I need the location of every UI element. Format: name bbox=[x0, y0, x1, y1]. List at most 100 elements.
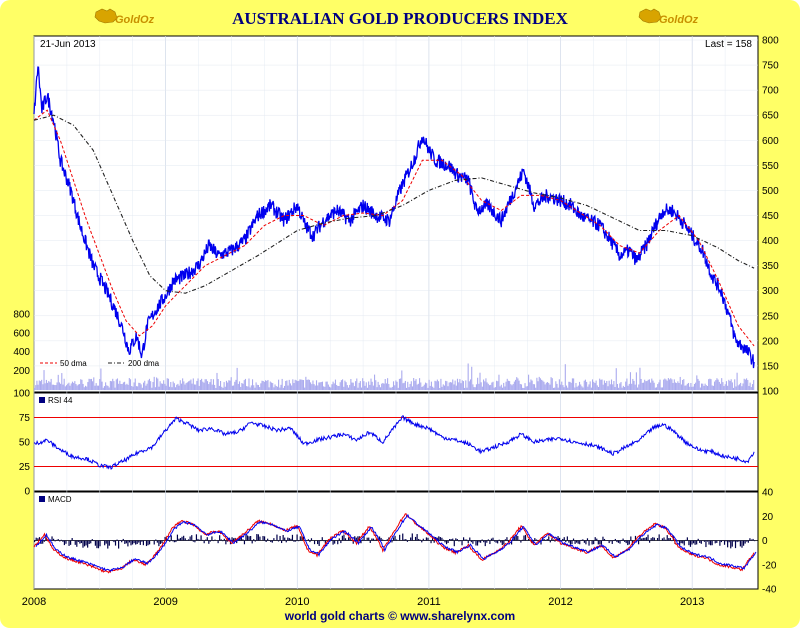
volume-bar bbox=[54, 385, 56, 390]
macd-histogram-bar bbox=[378, 536, 381, 541]
macd-tick-label: 40 bbox=[762, 488, 774, 499]
volume-bar bbox=[344, 380, 346, 390]
macd-histogram-bar bbox=[347, 537, 350, 541]
volume-bar bbox=[302, 380, 305, 390]
price-tick-label: 400 bbox=[762, 236, 779, 247]
macd-histogram-bar bbox=[96, 540, 98, 549]
volume-bar bbox=[99, 379, 101, 390]
volume-bar bbox=[478, 383, 480, 390]
macd-histogram-bar bbox=[164, 536, 166, 541]
macd-histogram-bar bbox=[192, 540, 194, 542]
volume-bar bbox=[107, 385, 109, 390]
volume-bar bbox=[512, 383, 514, 390]
volume-bar bbox=[247, 386, 249, 390]
price-tick-label: 500 bbox=[762, 186, 779, 197]
macd-histogram-bar bbox=[142, 540, 144, 546]
volume-bar bbox=[352, 382, 354, 390]
macd-histogram-bar bbox=[563, 537, 565, 541]
volume-bar bbox=[403, 382, 405, 390]
volume-bar bbox=[300, 379, 302, 390]
volume-bar bbox=[336, 384, 338, 390]
macd-histogram-bar bbox=[754, 540, 756, 542]
macd-histogram-bar bbox=[534, 538, 536, 541]
volume-bar bbox=[696, 375, 698, 390]
volume-bar bbox=[738, 384, 741, 390]
volume-bar bbox=[447, 386, 449, 390]
volume-bar bbox=[381, 383, 383, 390]
volume-bar bbox=[60, 383, 62, 390]
volume-bar bbox=[709, 378, 711, 390]
volume-bar bbox=[133, 382, 135, 390]
macd-histogram-bar bbox=[332, 540, 334, 545]
macd-histogram-bar bbox=[450, 539, 452, 541]
volume-bar bbox=[472, 384, 474, 390]
macd-histogram-bar bbox=[267, 538, 269, 541]
macd-histogram-bar bbox=[406, 540, 409, 542]
macd-histogram-bar bbox=[596, 538, 598, 541]
macd-histogram-bar bbox=[399, 534, 401, 541]
volume-bar bbox=[333, 383, 335, 390]
macd-histogram-bar bbox=[677, 540, 679, 542]
volume-bar bbox=[466, 387, 468, 390]
volume-bar bbox=[577, 385, 579, 390]
macd-histogram-bar bbox=[178, 538, 180, 541]
volume-bar bbox=[48, 381, 50, 390]
volume-bar bbox=[731, 382, 733, 390]
price-tick-label: 100 bbox=[762, 387, 779, 398]
macd-histogram-bar bbox=[720, 540, 723, 543]
volume-bar bbox=[385, 383, 387, 390]
macd-histogram-bar bbox=[746, 540, 748, 542]
volume-bar bbox=[564, 364, 566, 390]
macd-histogram-bar bbox=[71, 538, 73, 541]
volume-bar bbox=[254, 387, 256, 390]
volume-bar bbox=[172, 381, 174, 390]
volume-bar bbox=[404, 380, 406, 390]
volume-bar bbox=[330, 387, 332, 390]
volume-bar bbox=[555, 381, 557, 390]
macd-histogram-bar bbox=[334, 540, 336, 544]
volume-bar bbox=[706, 385, 709, 390]
macd-histogram-bar bbox=[656, 538, 659, 541]
macd-histogram-bar bbox=[108, 540, 110, 546]
volume-bar bbox=[125, 384, 127, 390]
macd-histogram-bar bbox=[554, 540, 556, 542]
macd-histogram-bar bbox=[691, 540, 693, 545]
macd-histogram-bar bbox=[458, 540, 460, 542]
volume-bar bbox=[394, 385, 396, 390]
volume-bar bbox=[532, 384, 534, 390]
volume-bar bbox=[679, 376, 681, 390]
volume-bar bbox=[475, 384, 478, 390]
macd-histogram-bar bbox=[666, 535, 668, 541]
volume-bar bbox=[202, 381, 204, 390]
volume-bar bbox=[461, 380, 463, 390]
volume-bar bbox=[68, 382, 70, 390]
macd-histogram-bar bbox=[750, 539, 753, 541]
macd-histogram-bar bbox=[703, 540, 705, 542]
volume-bar bbox=[615, 368, 617, 390]
volume-bar bbox=[742, 383, 744, 390]
macd-histogram-bar bbox=[263, 536, 266, 541]
volume-bar bbox=[223, 382, 225, 390]
macd-histogram-bar bbox=[344, 538, 347, 541]
volume-bar bbox=[67, 383, 69, 390]
volume-bar bbox=[659, 379, 661, 390]
macd-histogram-bar bbox=[461, 540, 463, 546]
volume-bar bbox=[131, 386, 133, 390]
macd-signal-line bbox=[35, 514, 757, 572]
volume-bar bbox=[734, 379, 736, 390]
macd-histogram-bar bbox=[361, 539, 364, 541]
volume-bar bbox=[142, 382, 145, 390]
macd-histogram-bar bbox=[194, 540, 196, 543]
macd-histogram-bar bbox=[183, 535, 185, 541]
volume-bar bbox=[311, 384, 313, 390]
macd-histogram-bar bbox=[622, 538, 624, 541]
macd-histogram-bar bbox=[133, 540, 135, 544]
macd-histogram-bar bbox=[259, 536, 261, 541]
volume-bar bbox=[95, 383, 97, 390]
volume-bar bbox=[528, 374, 530, 390]
volume-bar bbox=[552, 387, 555, 390]
volume-bar bbox=[132, 386, 134, 390]
macd-histogram-bar bbox=[709, 540, 712, 546]
volume-bar bbox=[369, 384, 371, 390]
macd-histogram-bar bbox=[93, 540, 95, 542]
